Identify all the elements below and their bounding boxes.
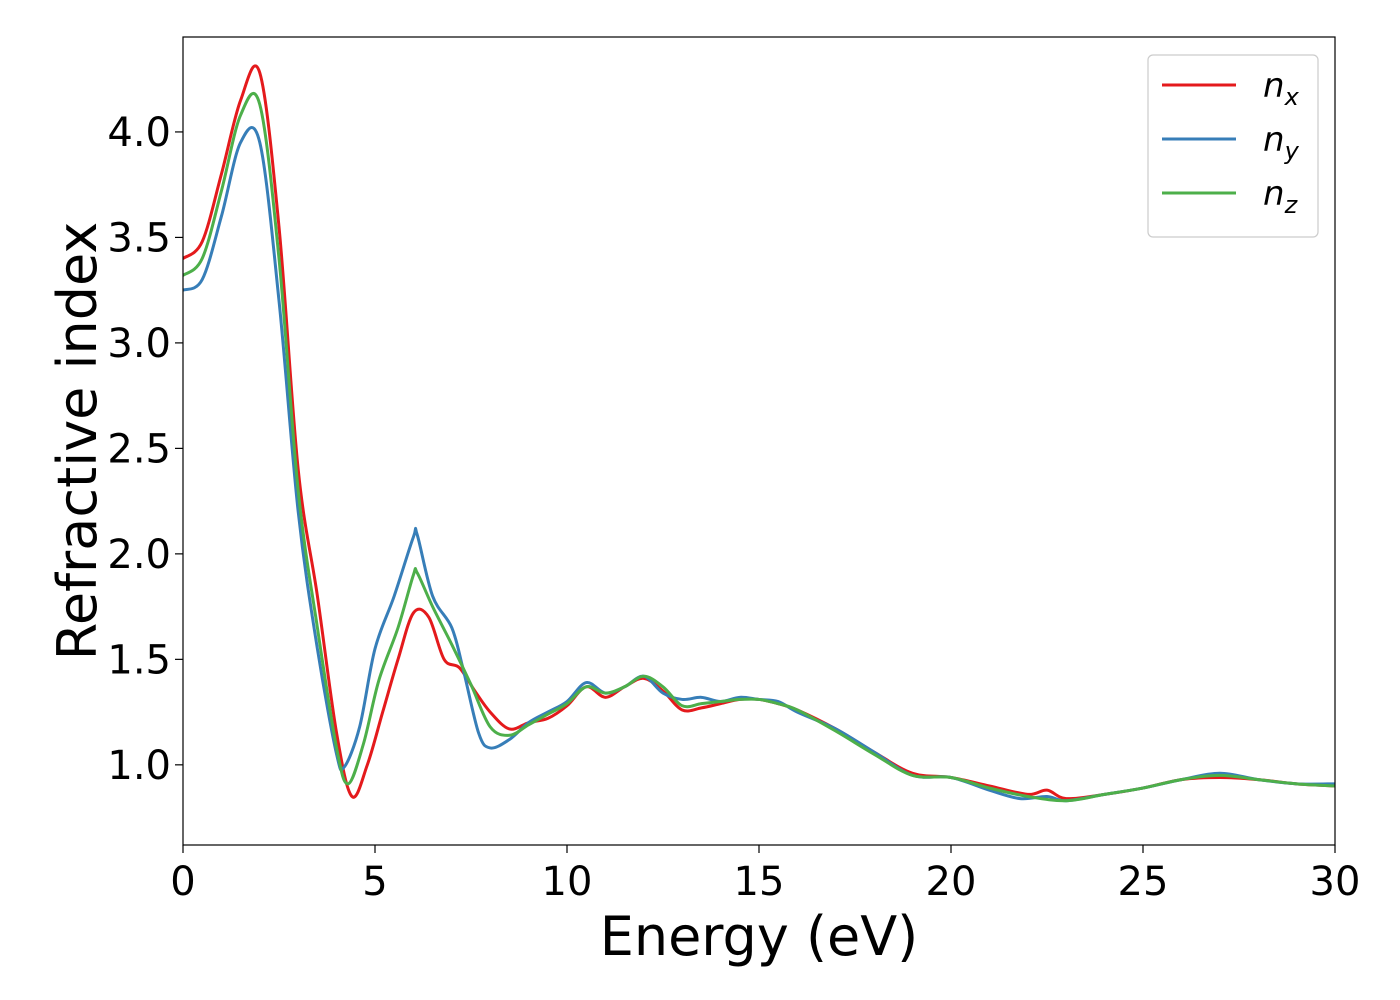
x-tick-label: 10: [542, 859, 593, 905]
y-axis: 1.0 1.5 2.0 2.5 3.0 3.5 4.0: [107, 110, 183, 789]
series-line-ny: [183, 126, 1335, 803]
x-axis: 0 5 10 15 20 25 30: [170, 845, 1360, 905]
x-tick-label: 15: [734, 859, 785, 905]
series-lines: [183, 64, 1335, 803]
x-axis-label: Energy (eV): [600, 905, 919, 968]
y-axis-label: Refractive index: [46, 222, 109, 661]
y-tick-label: 4.0: [107, 110, 171, 156]
x-tick-label: 30: [1310, 859, 1361, 905]
series-line-nz: [183, 92, 1335, 803]
x-tick-label: 0: [170, 859, 195, 905]
y-tick-label: 1.0: [107, 743, 171, 789]
y-tick-label: 3.0: [107, 321, 171, 367]
x-tick-label: 25: [1118, 859, 1169, 905]
y-tick-label: 2.5: [107, 426, 171, 472]
legend-label-nz: nz: [1263, 174, 1299, 219]
x-tick-label: 5: [362, 859, 387, 905]
y-tick-label: 2.0: [107, 532, 171, 578]
y-tick-label: 1.5: [107, 637, 171, 683]
x-tick-label: 20: [926, 859, 977, 905]
y-tick-label: 3.5: [107, 215, 171, 261]
